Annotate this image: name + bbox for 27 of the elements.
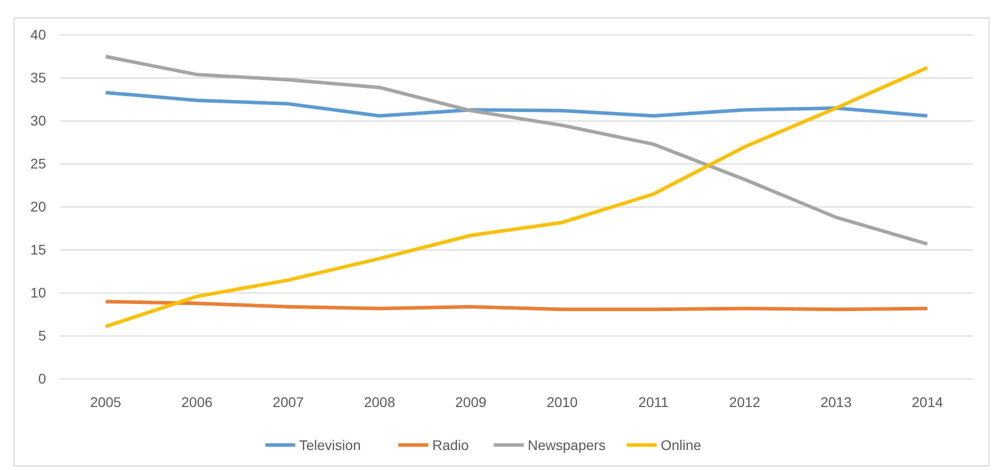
line-series <box>104 66 930 328</box>
x-tick-label: 2013 <box>820 394 852 410</box>
x-tick-label: 2012 <box>729 394 761 410</box>
x-tick-label: 2009 <box>455 394 487 410</box>
y-tick-label: 35 <box>30 69 46 86</box>
y-tick-label: 0 <box>38 370 46 386</box>
x-tick-label: 2005 <box>90 394 122 410</box>
legend-label: Television <box>299 436 361 453</box>
line-series <box>104 300 930 312</box>
y-tick-label: 20 <box>30 198 46 214</box>
x-tick-label: 2008 <box>364 394 396 410</box>
line-series <box>104 90 930 118</box>
y-tick-label: 30 <box>30 112 46 128</box>
y-tick-label: 25 <box>30 155 46 172</box>
x-tick-label: 2011 <box>638 394 669 410</box>
y-tick-label: 15 <box>30 241 46 258</box>
legend-label: Radio <box>432 436 470 453</box>
x-tick-label: 2007 <box>272 394 304 410</box>
x-tick-label: 2006 <box>181 394 213 410</box>
y-tick-label: 40 <box>30 26 46 42</box>
y-tick-label: 10 <box>30 284 46 300</box>
legend-label: Online <box>660 436 702 453</box>
y-tick-label: 5 <box>38 327 46 344</box>
x-tick-label: 2014 <box>912 394 944 410</box>
legend-label: Newspapers <box>528 436 606 453</box>
line-series <box>104 54 930 246</box>
x-tick-label: 2010 <box>546 394 578 410</box>
